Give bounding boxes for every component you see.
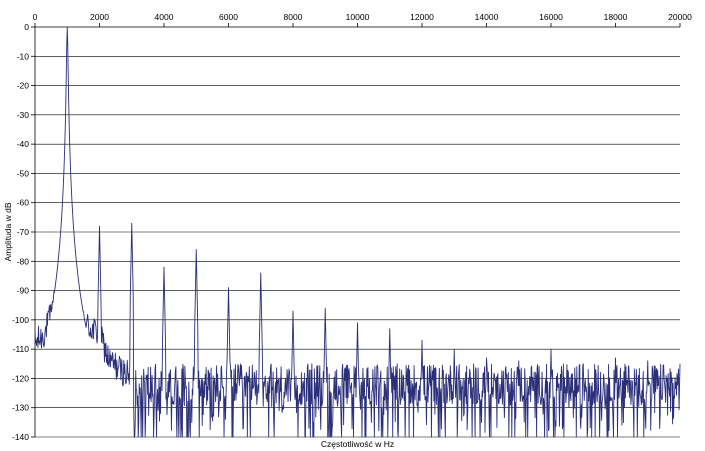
y-tick-label: -110: [13, 344, 30, 354]
x-tick-label: 20000: [668, 12, 692, 22]
x-axis-label: Częstotliwość w Hz: [321, 439, 394, 449]
x-axis-ticks: 0 2000 4000 6000 8000 10000 12000 14000 16000 180…: [33, 12, 692, 27]
gridlines: [35, 55, 680, 438]
y-tick-label: -90: [17, 286, 30, 296]
y-tick-label: -70: [17, 227, 30, 237]
x-tick-label: 4000: [155, 12, 174, 22]
y-tick-label: -120: [12, 373, 29, 383]
y-tick-label: -40: [17, 139, 30, 149]
y-tick-label: -130: [12, 403, 29, 413]
x-tick-label: 6000: [219, 12, 238, 22]
y-tick-label: -60: [17, 198, 30, 208]
y-axis-label: Amplituda w dB: [3, 202, 13, 261]
x-tick-label: 14000: [475, 12, 499, 22]
x-tick-label: 2000: [90, 12, 109, 22]
y-tick-label: -10: [17, 51, 30, 61]
x-tick-label: 10000: [346, 12, 370, 22]
x-tick-label: 8000: [284, 12, 303, 22]
y-tick-label: -100: [12, 315, 29, 325]
x-tick-label: 18000: [604, 12, 628, 22]
y-tick-label: -30: [17, 110, 30, 120]
x-tick-label: 0: [33, 12, 38, 22]
x-tick-label: 12000: [410, 12, 434, 22]
y-tick-label: -20: [17, 81, 30, 91]
y-tick-label: -50: [17, 168, 30, 178]
y-tick-label: 0: [24, 22, 29, 32]
series-line-spectrum: [34, 26, 681, 438]
y-tick-label: -140: [12, 432, 29, 442]
y-axis-ticks: 0 -10 -20 -30 -40 -50 -60 -70 -80 -90 -100 -110 -120…: [12, 22, 35, 442]
y-tick-label: -80: [17, 256, 30, 266]
x-tick-label: 16000: [539, 12, 563, 22]
